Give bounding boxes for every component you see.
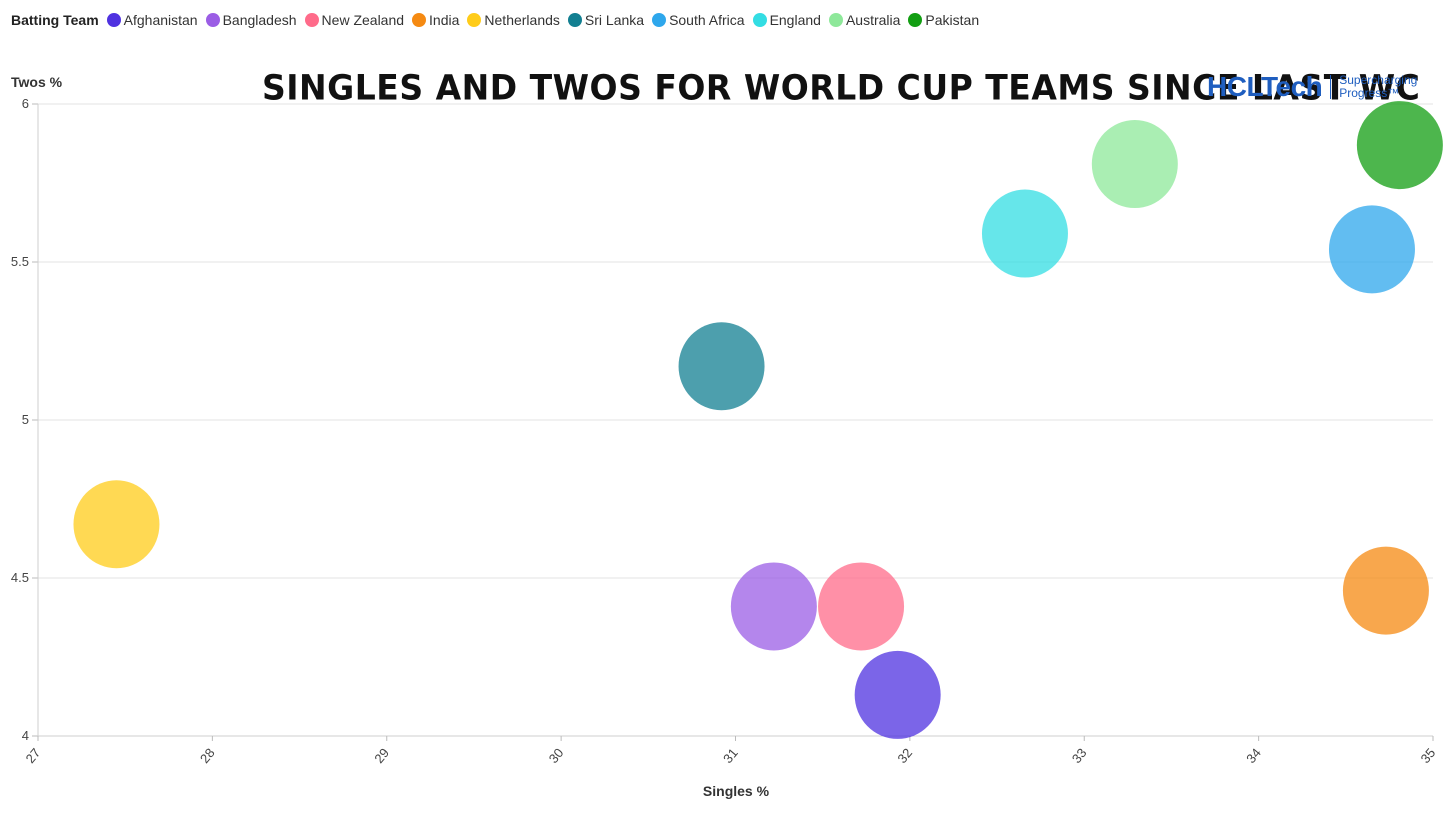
legend: Batting Team Afghanistan Bangladesh New Ze…	[11, 10, 987, 30]
legend-swatch	[205, 13, 220, 27]
y-tick-label: 4	[22, 728, 29, 743]
legend-item[interactable]: Netherlands	[467, 12, 560, 28]
data-point-netherlands	[73, 480, 160, 569]
y-tick-label: 4.5	[11, 570, 29, 585]
legend-swatch	[908, 13, 923, 27]
legend-item[interactable]: South Africa	[652, 12, 745, 28]
legend-item[interactable]: England	[752, 12, 821, 28]
axes	[32, 103, 1434, 741]
legend-swatch	[567, 13, 582, 27]
brand-tagline: Supercharging Progress™	[1339, 74, 1429, 100]
legend-item[interactable]: India	[412, 12, 459, 28]
grid-lines	[38, 103, 1433, 737]
y-tick-label: 5	[22, 412, 29, 427]
legend-item[interactable]: New Zealand	[304, 12, 405, 28]
data-point-afghanistan	[854, 650, 941, 739]
x-tick-label: 31	[720, 745, 741, 766]
brand-tagline-line1: Supercharging	[1339, 73, 1418, 87]
legend-item[interactable]: Pakistan	[908, 12, 979, 28]
data-point-bangladesh	[730, 562, 817, 651]
brand-tagline-line2: Progress™	[1339, 86, 1400, 100]
data-point-new-zealand	[818, 562, 905, 651]
brand-logo: HCLTech Supercharging Progress™	[1207, 70, 1429, 104]
x-tick-label: 33	[1069, 745, 1090, 766]
x-tick-label: 28	[197, 745, 218, 766]
legend-label: Sri Lanka	[584, 12, 645, 28]
legend-swatch	[106, 13, 121, 27]
legend-item[interactable]: Australia	[828, 12, 901, 28]
x-tick-label: 34	[1243, 745, 1264, 766]
legend-swatch	[752, 13, 767, 27]
legend-label: Bangladesh	[222, 12, 297, 28]
legend-label: Netherlands	[484, 12, 560, 28]
data-point-england	[981, 189, 1068, 278]
legend-label: England	[769, 12, 821, 28]
tick-labels: 4 4.5 5 5.5 6 27 28 29 30 31 32 33 34 35	[11, 96, 1438, 766]
x-tick-label: 30	[546, 745, 567, 766]
data-point-australia	[1091, 120, 1178, 209]
x-tick-label: 27	[23, 745, 44, 766]
x-tick-label: 29	[371, 745, 392, 766]
y-tick-label: 5.5	[11, 254, 29, 269]
data-point-south-africa	[1328, 205, 1415, 294]
legend-swatch	[412, 13, 427, 27]
brand-divider	[1330, 75, 1332, 99]
legend-item[interactable]: Bangladesh	[205, 12, 297, 28]
legend-item[interactable]: Sri Lanka	[567, 12, 645, 28]
data-points	[73, 101, 1443, 739]
data-point-india	[1342, 546, 1429, 635]
x-tick-label: 35	[1418, 745, 1439, 766]
legend-label: Australia	[845, 12, 901, 28]
data-point-pakistan	[1356, 101, 1443, 190]
legend-title: Batting Team	[11, 12, 99, 28]
data-point-sri-lanka	[678, 322, 765, 411]
legend-label: India	[429, 12, 460, 28]
legend-item[interactable]: Afghanistan	[106, 12, 198, 28]
legend-label: Afghanistan	[123, 12, 198, 28]
legend-label: Pakistan	[925, 12, 980, 28]
legend-swatch	[652, 13, 667, 27]
x-tick-label: 32	[894, 745, 915, 766]
y-axis-title: Twos %	[11, 74, 63, 90]
chart-title: SINGLES AND TWOS FOR WORLD CUP TEAMS SIN…	[262, 67, 1421, 108]
legend-swatch	[828, 13, 843, 27]
legend-swatch	[467, 13, 482, 27]
legend-label: South Africa	[669, 12, 745, 28]
legend-label: New Zealand	[321, 12, 405, 28]
y-tick-label: 6	[22, 96, 29, 111]
legend-swatch	[304, 13, 319, 27]
brand-name: HCLTech	[1207, 71, 1323, 102]
x-axis-title: Singles %	[703, 783, 770, 799]
